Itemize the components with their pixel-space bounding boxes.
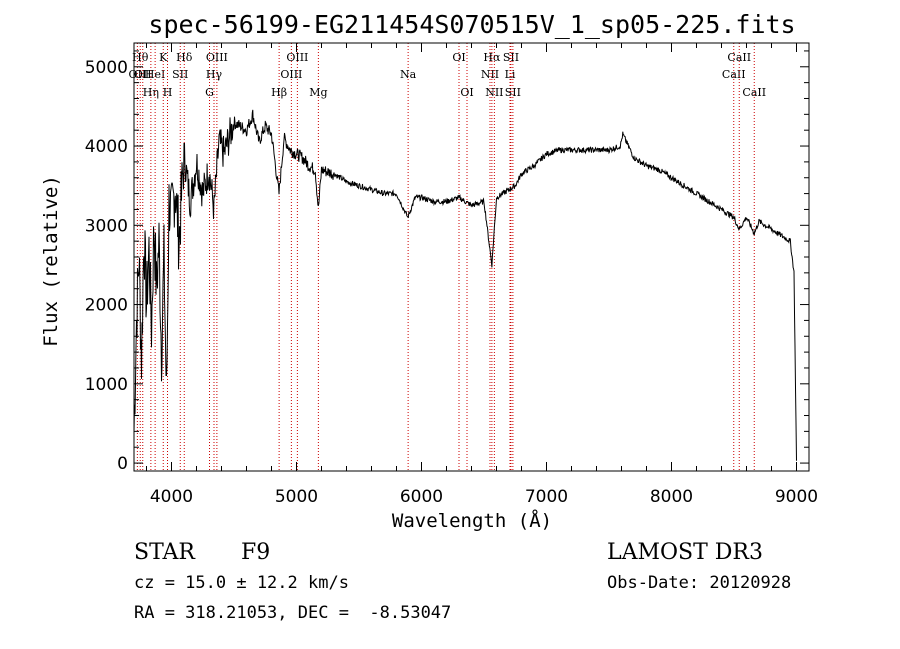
marker-label: Mg [309, 86, 327, 99]
spectrum-chart: spec-56199-EG211454S070515V_1_sp05-225.f… [40, 10, 818, 532]
marker-label: Hβ [271, 86, 287, 99]
marker-label: CaII [722, 68, 746, 81]
marker-label: OI [460, 86, 473, 99]
y-axis-label: Flux (relative) [40, 175, 62, 347]
marker-label: Hα [483, 51, 501, 64]
marker-label: Na [400, 68, 417, 81]
marker-label: OII [134, 68, 152, 81]
marker-label: NII [485, 86, 503, 99]
x-tick-label: 4000 [150, 487, 193, 507]
y-tick-label: 3000 [85, 216, 128, 236]
object-subclass: F9 [241, 540, 271, 565]
marker-label: Li [505, 68, 516, 81]
x-tick-label: 7000 [525, 487, 568, 507]
flux-series-line [133, 109, 797, 461]
survey-name: LAMOST DR3 [607, 540, 763, 565]
marker-label: OIII [280, 68, 302, 81]
marker-label: OII [129, 68, 147, 81]
marker-label: K [159, 51, 168, 64]
object-class: STAR [134, 540, 195, 565]
x-tick-label: 9000 [775, 487, 818, 507]
marker-label: OIII [206, 51, 228, 64]
marker-label: Hη [143, 86, 159, 99]
x-tick-label: 6000 [400, 487, 443, 507]
marker-label: HeI [145, 68, 165, 81]
marker-label: G [205, 86, 214, 99]
y-tick-label: 5000 [85, 58, 128, 78]
marker-label: SII [172, 68, 188, 81]
marker-label: OIII [286, 51, 308, 64]
marker-label: Hγ [206, 68, 223, 81]
observation-date: Obs-Date: 20120928 [607, 573, 792, 593]
marker-label: NII [481, 68, 499, 81]
y-tick-label: 4000 [85, 137, 128, 157]
x-tick-label: 5000 [275, 487, 318, 507]
y-tick-label: 2000 [85, 296, 128, 316]
marker-label: OI [452, 51, 465, 64]
y-tick-label: 1000 [85, 375, 128, 395]
redshift-cz: cz = 15.0 ± 12.2 km/s [134, 573, 349, 593]
marker-label: CaII [727, 51, 751, 64]
plot-frame [133, 42, 810, 472]
chart-title: spec-56199-EG211454S070515V_1_sp05-225.f… [148, 10, 795, 39]
marker-label: H [163, 86, 173, 99]
x-axis: 4000 5000 6000 7000 8000 9000 [146, 43, 818, 507]
x-tick-label: 8000 [650, 487, 693, 507]
y-axis: 0 1000 2000 3000 4000 5000 [85, 50, 809, 474]
x-axis-label: Wavelength (Å) [392, 509, 552, 532]
marker-label: Hθ [132, 51, 149, 64]
coordinates: RA = 318.21053, DEC = -8.53047 [134, 603, 452, 623]
marker-label: CaII [742, 86, 766, 99]
marker-label: Hδ [176, 51, 193, 64]
y-tick-label: 0 [117, 454, 128, 474]
marker-label: SII [505, 86, 521, 99]
marker-label: SII [503, 51, 519, 64]
line-markers: OII Hθ OII Hη HeI K H SII Hδ G Hγ OIII Hβ OIII OIII Mg N… [129, 43, 766, 471]
